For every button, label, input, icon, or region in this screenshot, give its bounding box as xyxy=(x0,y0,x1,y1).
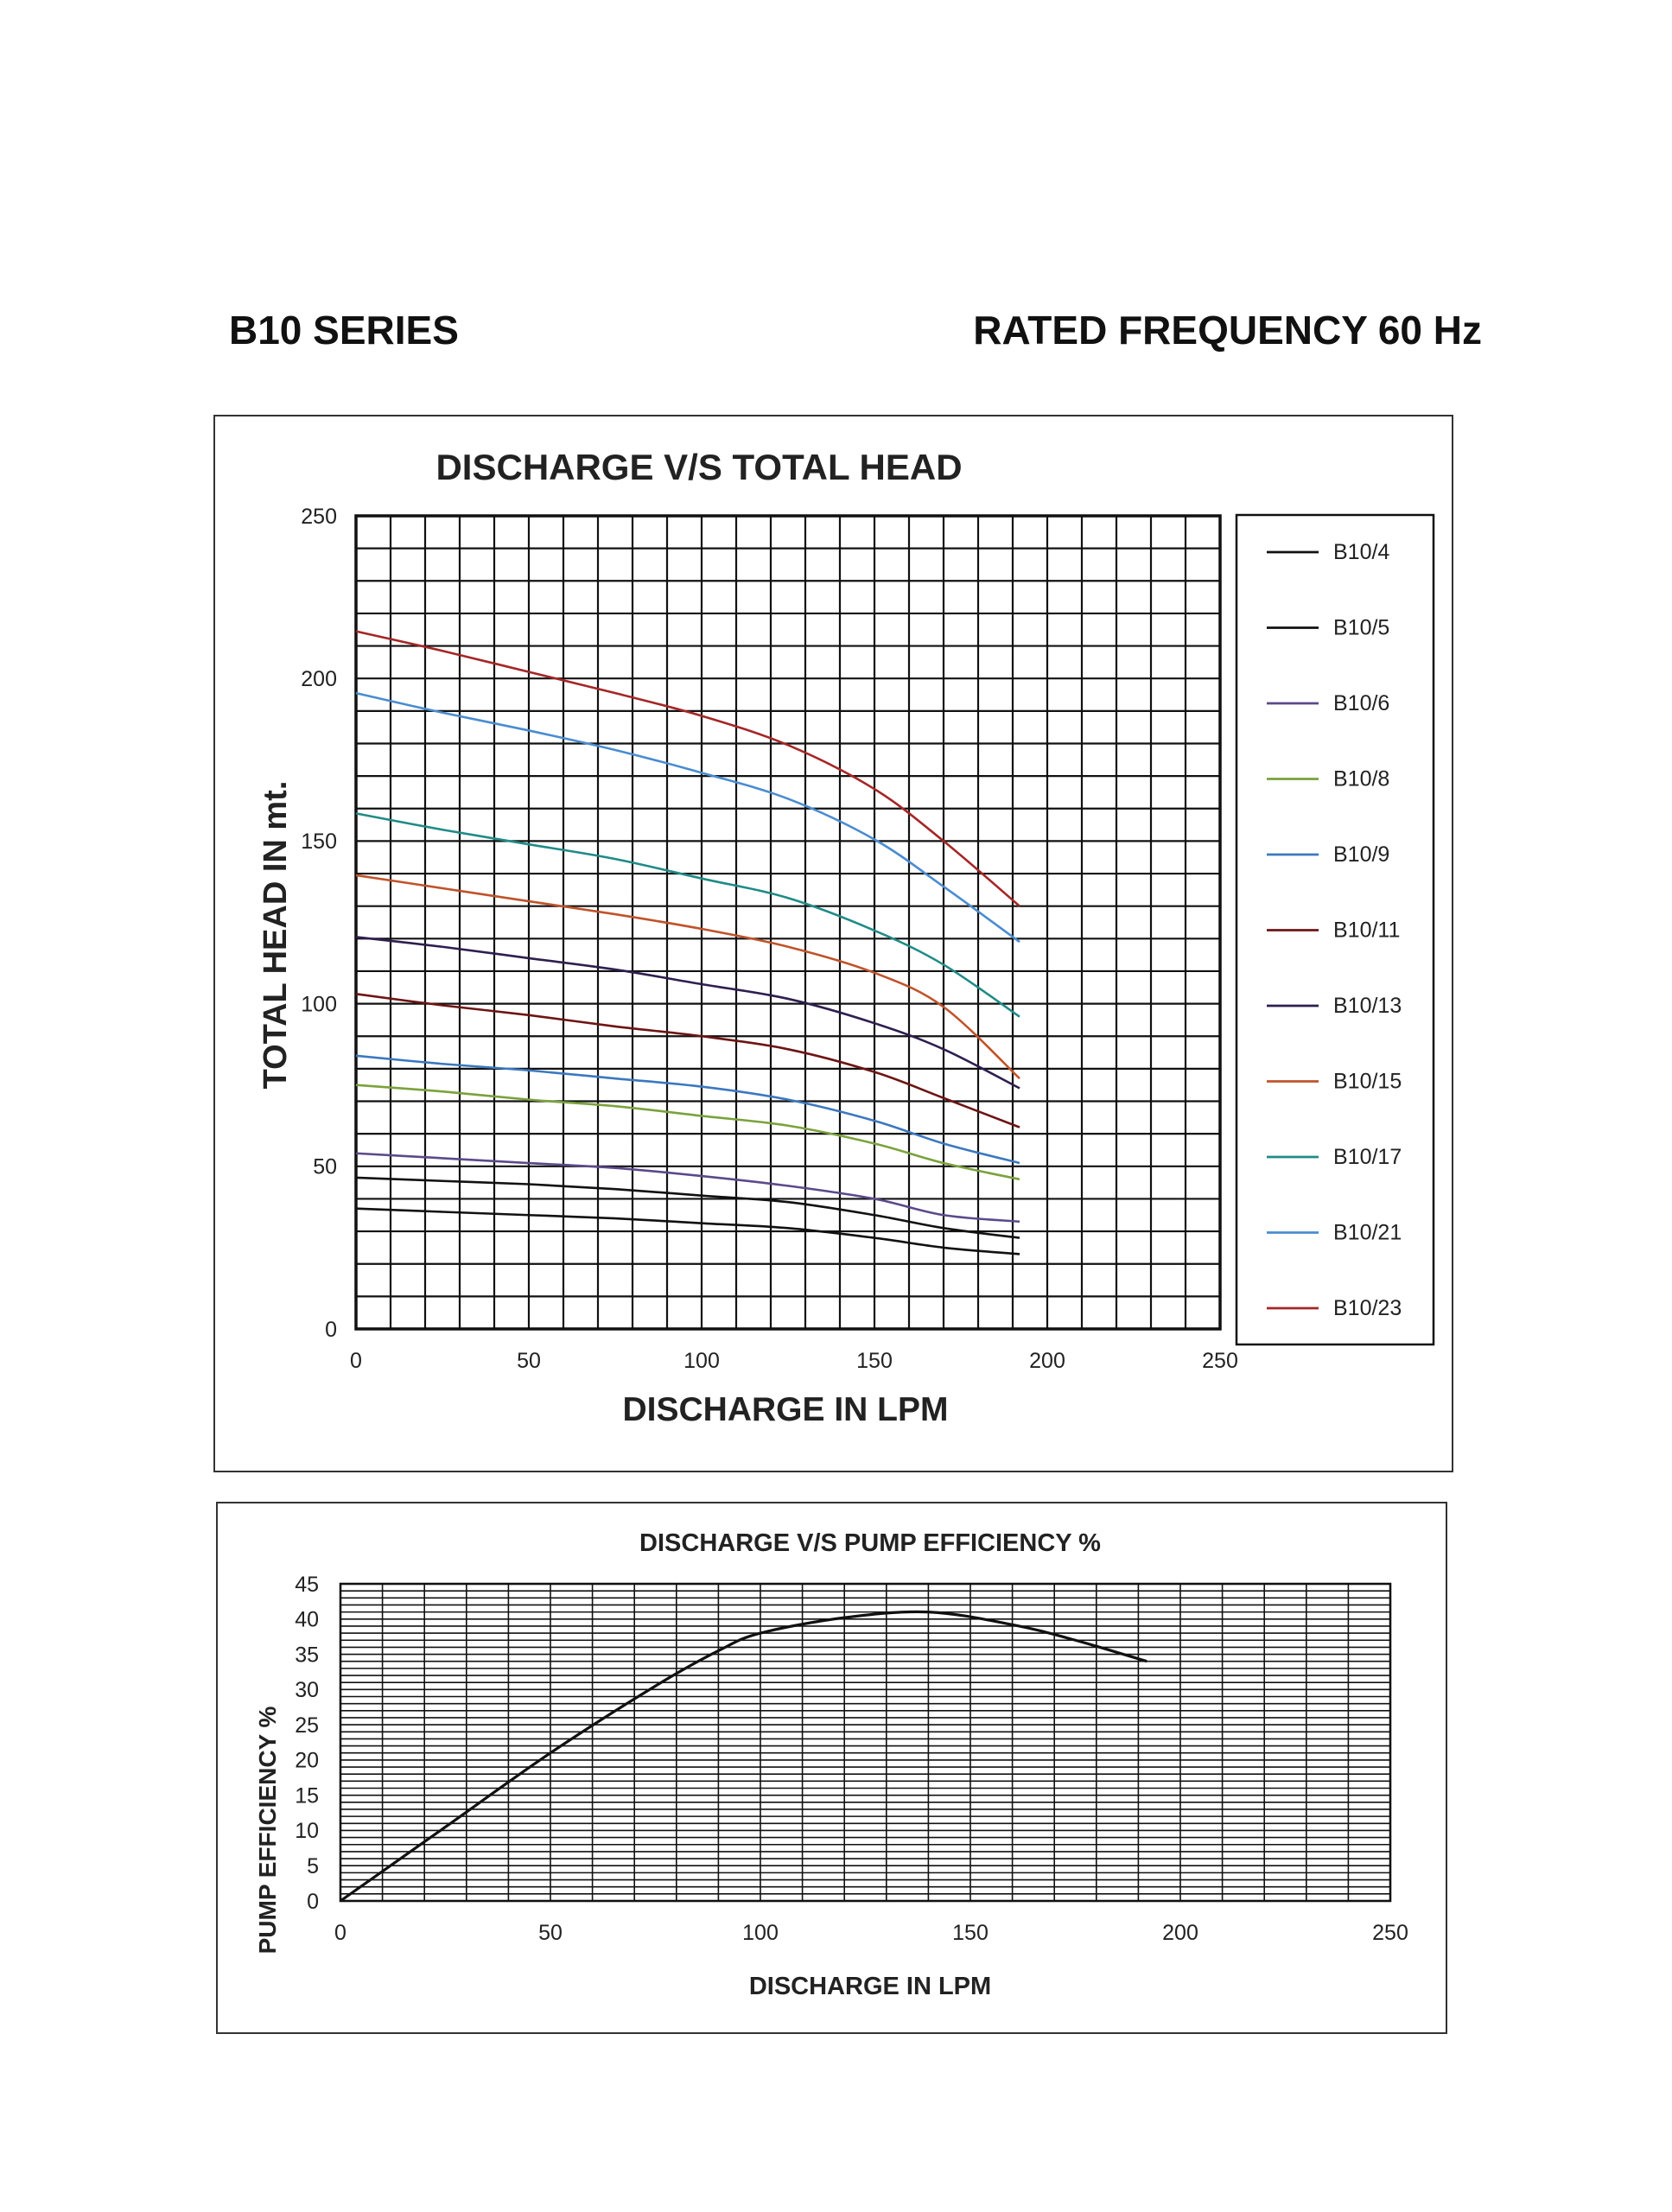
series-lines xyxy=(355,630,1020,1255)
x-tick-label: 100 xyxy=(683,1349,720,1373)
head-chart-panel: DISCHARGE V/S TOTAL HEAD DISCHARGE IN LP… xyxy=(213,415,1453,1472)
grid xyxy=(354,514,1222,1331)
legend-label: B10/17 xyxy=(1333,1145,1402,1169)
y-tick-label: 15 xyxy=(295,1783,319,1808)
legend-label: B10/4 xyxy=(1333,540,1389,564)
chart-title: DISCHARGE V/S TOTAL HEAD xyxy=(435,447,962,487)
series-line-b10-15 xyxy=(355,874,1020,1080)
legend-label: B10/13 xyxy=(1333,994,1402,1018)
series-line-efficiency xyxy=(340,1610,1148,1903)
series-line-b10-13 xyxy=(355,936,1020,1090)
x-tick-label: 200 xyxy=(1029,1349,1065,1373)
y-tick-label: 30 xyxy=(295,1678,319,1702)
series-line-b10-5 xyxy=(355,1176,1020,1239)
x-tick-label: 150 xyxy=(856,1349,893,1373)
y-tick-label: 35 xyxy=(295,1643,319,1667)
efficiency-chart: DISCHARGE V/S PUMP EFFICIENCY % DISCHARG… xyxy=(254,1529,1408,2000)
y-tick-label: 40 xyxy=(295,1608,319,1632)
chart-title: DISCHARGE V/S PUMP EFFICIENCY % xyxy=(639,1529,1101,1557)
x-tick-label: 250 xyxy=(1372,1921,1408,1945)
x-tick-label: 0 xyxy=(334,1921,346,1945)
y-tick-label: 150 xyxy=(301,830,337,854)
series-line-b10-11 xyxy=(355,993,1020,1128)
series-line-b10-6 xyxy=(355,1152,1020,1224)
y-tick-label: 45 xyxy=(295,1573,319,1597)
series-line-b10-8 xyxy=(355,1084,1020,1181)
y-tick-label: 25 xyxy=(295,1713,319,1738)
y-tick-label: 10 xyxy=(295,1819,319,1843)
x-axis-label: DISCHARGE IN LPM xyxy=(749,1973,991,2000)
series-line-b10-4 xyxy=(355,1207,1020,1255)
legend-label: B10/15 xyxy=(1333,1070,1402,1094)
y-tick-label: 50 xyxy=(313,1155,337,1179)
legend-label: B10/5 xyxy=(1333,616,1389,640)
legend: B10/4 B10/5 B10/6 B10/8 B10/9 B10/11 B10/13 B10… xyxy=(1235,513,1435,1346)
y-axis-label: TOTAL HEAD IN mt. xyxy=(257,781,294,1090)
series-line-b10-17 xyxy=(355,812,1020,1018)
series-line-b10-23 xyxy=(355,630,1020,907)
x-tick-label: 150 xyxy=(952,1921,989,1945)
axis-ticks: 0 50 100 150 200 250 0 5 10 15 20 25 30 35 40 45 xyxy=(295,1573,1408,1945)
page-header: B10 SERIES RATED FREQUENCY 60 Hz xyxy=(0,307,1672,367)
legend-label: B10/21 xyxy=(1333,1221,1402,1245)
plot-border xyxy=(354,514,1222,1331)
y-tick-label: 5 xyxy=(307,1854,319,1878)
series-line-b10-21 xyxy=(355,691,1020,944)
efficiency-chart-panel: DISCHARGE V/S PUMP EFFICIENCY % DISCHARG… xyxy=(216,1502,1447,2034)
x-tick-label: 250 xyxy=(1202,1349,1238,1373)
x-tick-label: 50 xyxy=(538,1921,563,1945)
frequency-title: RATED FREQUENCY 60 Hz xyxy=(973,308,1482,353)
y-tick-label: 100 xyxy=(301,992,337,1016)
legend-label: B10/11 xyxy=(1333,918,1400,943)
series-line-b10-9 xyxy=(355,1054,1020,1165)
legend-label: B10/9 xyxy=(1333,842,1389,867)
grid xyxy=(339,1582,1392,1903)
plot-border xyxy=(339,1582,1392,1903)
y-tick-label: 0 xyxy=(325,1318,337,1342)
legend-label: B10/8 xyxy=(1333,767,1389,791)
x-axis-label: DISCHARGE IN LPM xyxy=(622,1391,948,1428)
y-tick-label: 20 xyxy=(295,1749,319,1773)
series-lines xyxy=(340,1610,1148,1903)
x-tick-label: 50 xyxy=(517,1349,541,1373)
x-tick-label: 100 xyxy=(742,1921,779,1945)
head-chart: DISCHARGE V/S TOTAL HEAD DISCHARGE IN LP… xyxy=(257,447,1435,1428)
x-tick-label: 200 xyxy=(1162,1921,1198,1945)
series-title: B10 SERIES xyxy=(229,308,459,353)
y-tick-label: 250 xyxy=(301,505,337,529)
y-tick-label: 0 xyxy=(307,1890,319,1914)
x-tick-label: 0 xyxy=(350,1349,362,1373)
y-axis-label: PUMP EFFICIENCY % xyxy=(254,1707,281,1955)
legend-label: B10/6 xyxy=(1333,691,1389,715)
axis-ticks: 0 50 100 150 200 250 0 50 100 150 200 250 xyxy=(301,505,1238,1373)
legend-label: B10/23 xyxy=(1333,1296,1402,1320)
y-tick-label: 200 xyxy=(301,667,337,691)
